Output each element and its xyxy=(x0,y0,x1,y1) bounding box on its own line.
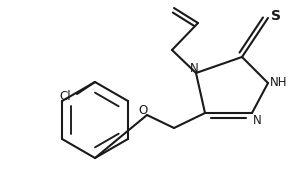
Text: Cl: Cl xyxy=(59,90,71,104)
Text: N: N xyxy=(190,62,199,76)
Text: NH: NH xyxy=(270,76,288,88)
Text: O: O xyxy=(138,104,148,118)
Text: N: N xyxy=(253,114,261,126)
Text: S: S xyxy=(271,9,281,23)
